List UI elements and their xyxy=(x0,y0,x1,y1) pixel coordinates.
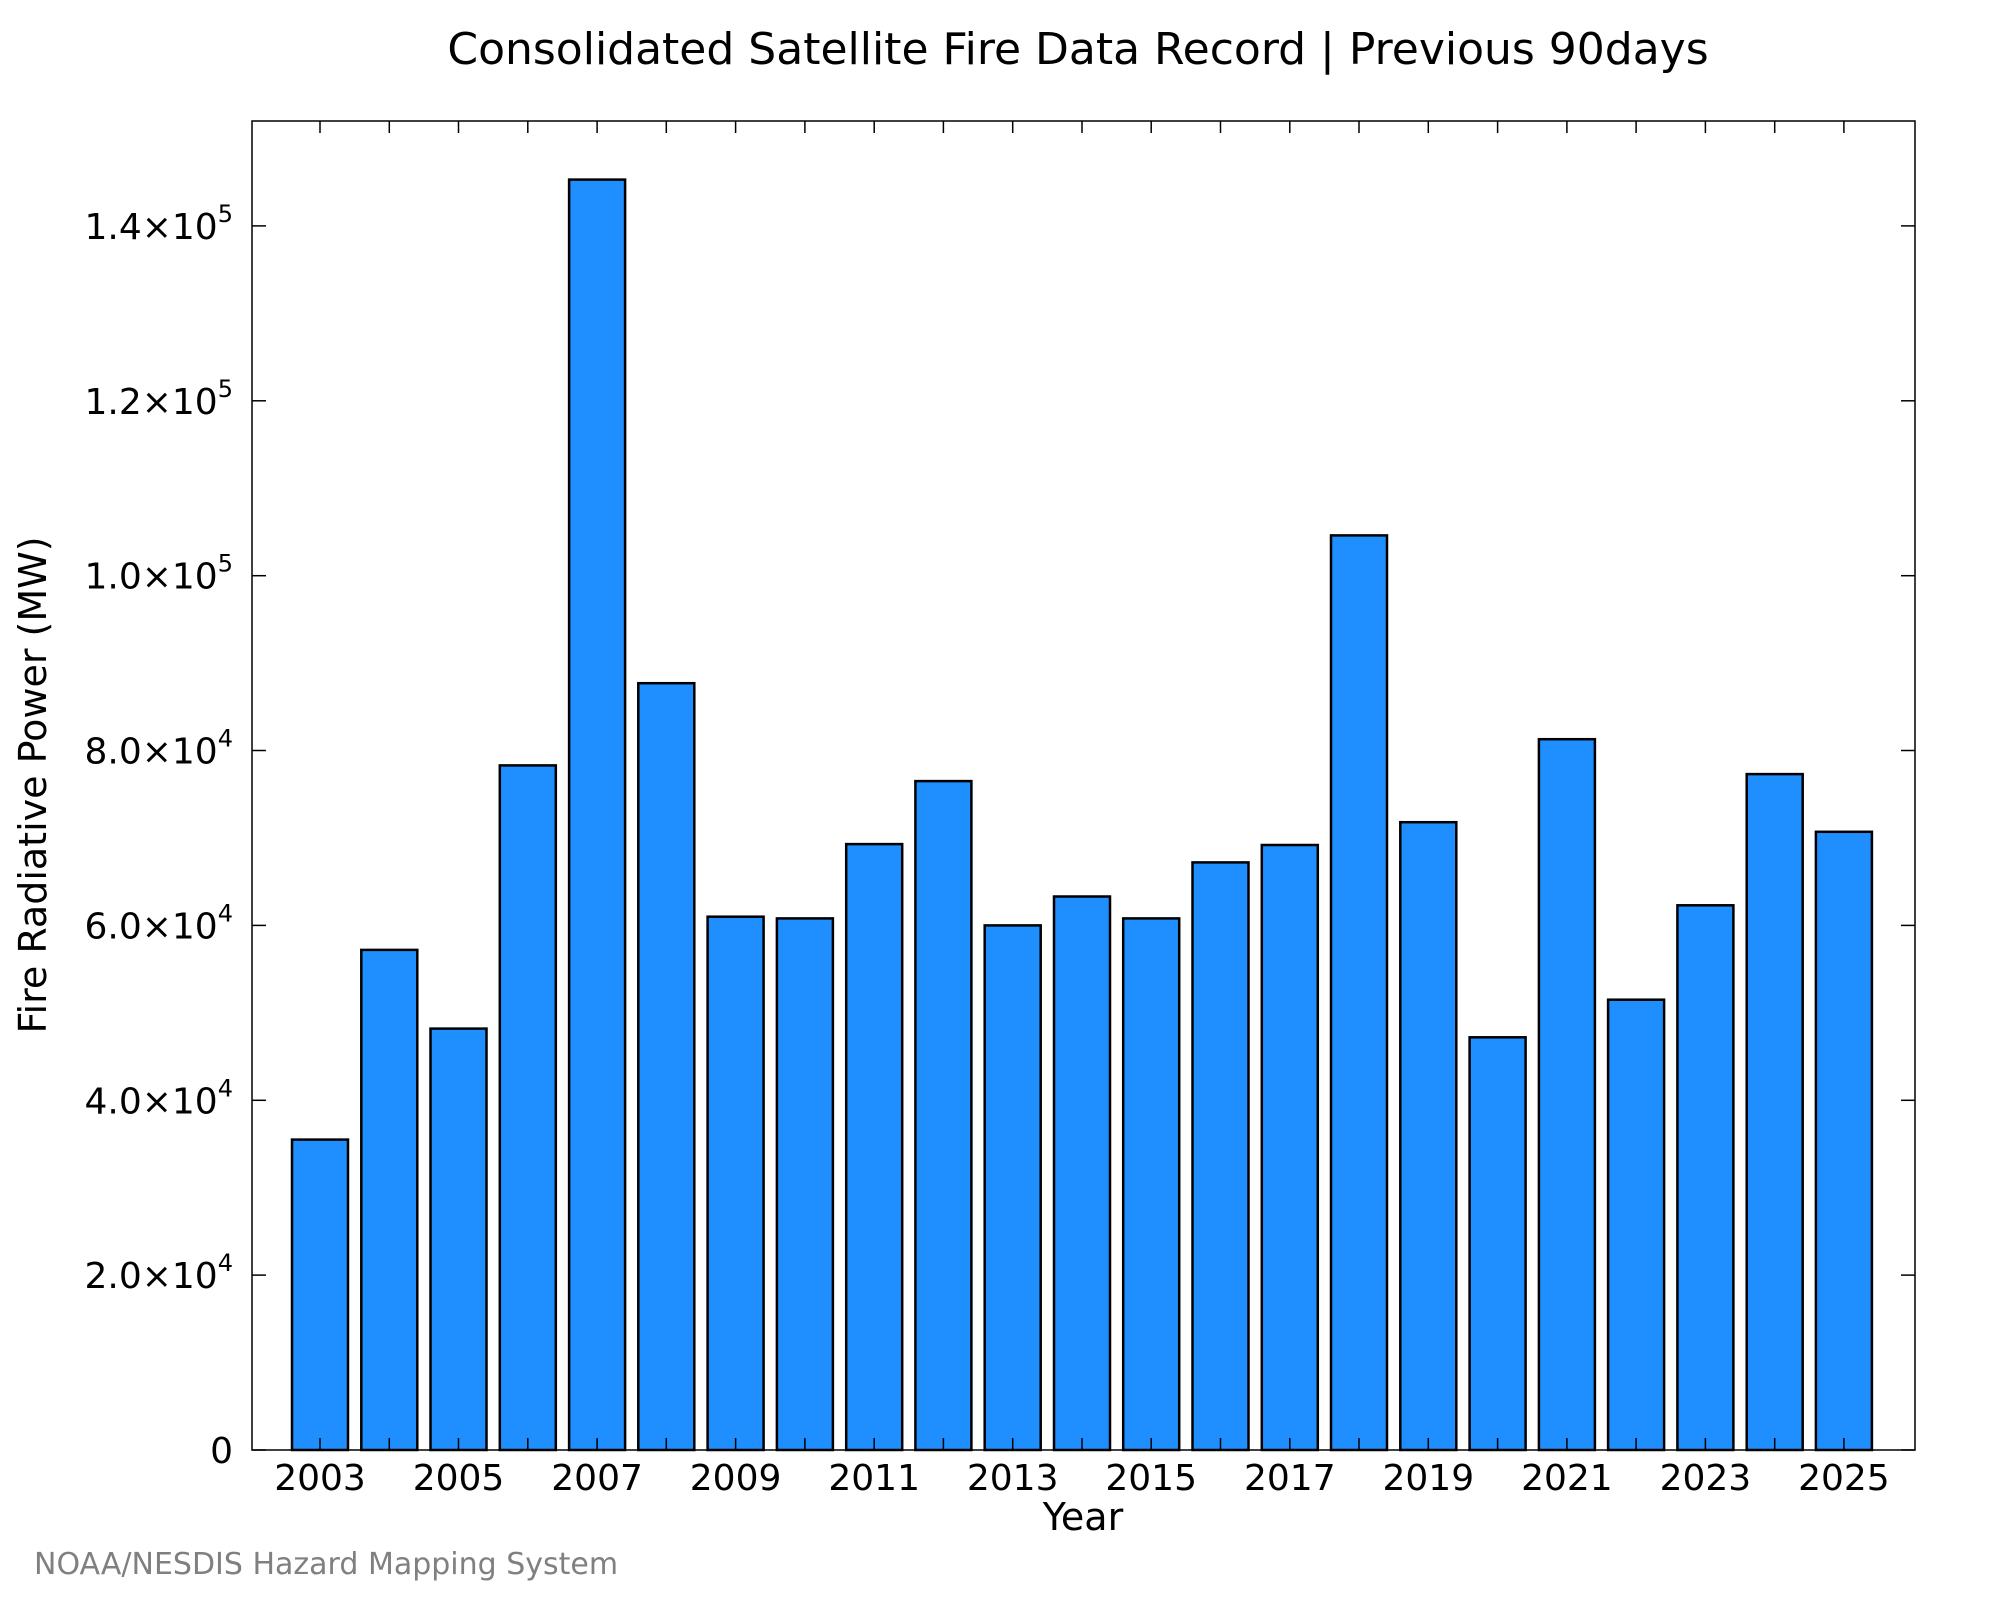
bar-2005 xyxy=(429,1027,488,1452)
bar-2022 xyxy=(1606,998,1666,1452)
x-tick-labels: 2003 2005 2007 2009 2011 2013 2015 2017 2019 2021… xyxy=(274,1458,1890,1499)
y-tick-label: 1.0×105 xyxy=(84,550,233,598)
x-tick-label-2017: 2017 xyxy=(1244,1458,1336,1499)
bar-2006 xyxy=(498,764,558,1452)
bar-2025 xyxy=(1814,830,1874,1452)
y-tick-label: 2.0×104 xyxy=(84,1249,233,1297)
y-tick-label: 8.0×104 xyxy=(84,725,233,773)
x-tick-label-2023: 2023 xyxy=(1660,1458,1752,1499)
plot-frame xyxy=(251,120,1916,1451)
bar-2008 xyxy=(637,681,696,1452)
bar-2011 xyxy=(844,842,904,1452)
bar-2003 xyxy=(290,1138,350,1452)
y-tick-label: 1.4×105 xyxy=(84,200,233,248)
bar-2007 xyxy=(567,178,627,1452)
x-tick-label-2021: 2021 xyxy=(1521,1458,1613,1499)
bar-2024 xyxy=(1745,772,1804,1452)
x-tick-label-2013: 2013 xyxy=(967,1458,1059,1499)
bar-2016 xyxy=(1191,861,1250,1452)
bar-2021 xyxy=(1537,737,1597,1452)
bar-2017 xyxy=(1260,843,1320,1452)
chart-title: Consolidated Satellite Fire Data Record … xyxy=(447,24,1708,75)
bar-2023 xyxy=(1676,904,1735,1452)
y-tick-label: 4.0×104 xyxy=(84,1074,233,1122)
x-tick-label-2025: 2025 xyxy=(1798,1458,1890,1499)
bar-2014 xyxy=(1052,895,1112,1452)
credit-text: NOAA/NESDIS Hazard Mapping System xyxy=(34,1547,618,1582)
y-axis-title: Fire Radiative Power (MW) xyxy=(11,536,55,1033)
y-tick-label: 1.2×105 xyxy=(84,375,233,423)
x-tick-label-2015: 2015 xyxy=(1105,1458,1197,1499)
y-tick-label: 6.0×104 xyxy=(84,899,233,947)
ticks-group xyxy=(252,121,1915,1451)
bar-2009 xyxy=(706,915,765,1452)
bar-2018 xyxy=(1329,534,1389,1452)
bar-2015 xyxy=(1121,917,1181,1452)
x-axis-title: Year xyxy=(1042,1495,1124,1539)
y-tick-labels: 0 2.0×104 4.0×104 6.0×104 8.0×104 1.0×105 1.2×… xyxy=(84,200,233,1472)
bar-2012 xyxy=(914,779,973,1452)
x-tick-label-2007: 2007 xyxy=(551,1458,643,1499)
x-tick-label-2005: 2005 xyxy=(413,1458,505,1499)
x-tick-label-2003: 2003 xyxy=(274,1458,366,1499)
bar-2020 xyxy=(1468,1036,1527,1452)
y-tick-label: 0 xyxy=(210,1431,233,1472)
bar-2019 xyxy=(1399,820,1458,1452)
bar-2010 xyxy=(775,917,835,1452)
x-tick-label-2019: 2019 xyxy=(1382,1458,1474,1499)
x-tick-label-2009: 2009 xyxy=(690,1458,782,1499)
bar-2004 xyxy=(360,948,419,1452)
x-tick-label-2011: 2011 xyxy=(828,1458,920,1499)
bars-group xyxy=(290,178,1874,1452)
bar-2013 xyxy=(983,924,1042,1452)
